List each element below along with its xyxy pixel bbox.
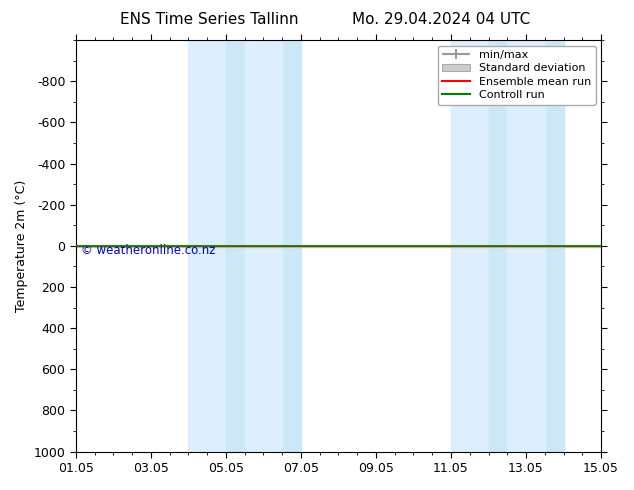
Text: © weatheronline.co.nz: © weatheronline.co.nz — [81, 244, 216, 257]
Bar — [226, 40, 301, 452]
Bar — [188, 40, 226, 452]
Bar — [489, 40, 564, 452]
Legend: min/max, Standard deviation, Ensemble mean run, Controll run: min/max, Standard deviation, Ensemble me… — [437, 46, 595, 104]
Text: ENS Time Series Tallinn: ENS Time Series Tallinn — [120, 12, 299, 27]
Text: Mo. 29.04.2024 04 UTC: Mo. 29.04.2024 04 UTC — [351, 12, 530, 27]
Y-axis label: Temperature 2m (°C): Temperature 2m (°C) — [15, 180, 28, 312]
Bar — [451, 40, 489, 452]
Bar — [245, 40, 282, 452]
Bar — [507, 40, 545, 452]
